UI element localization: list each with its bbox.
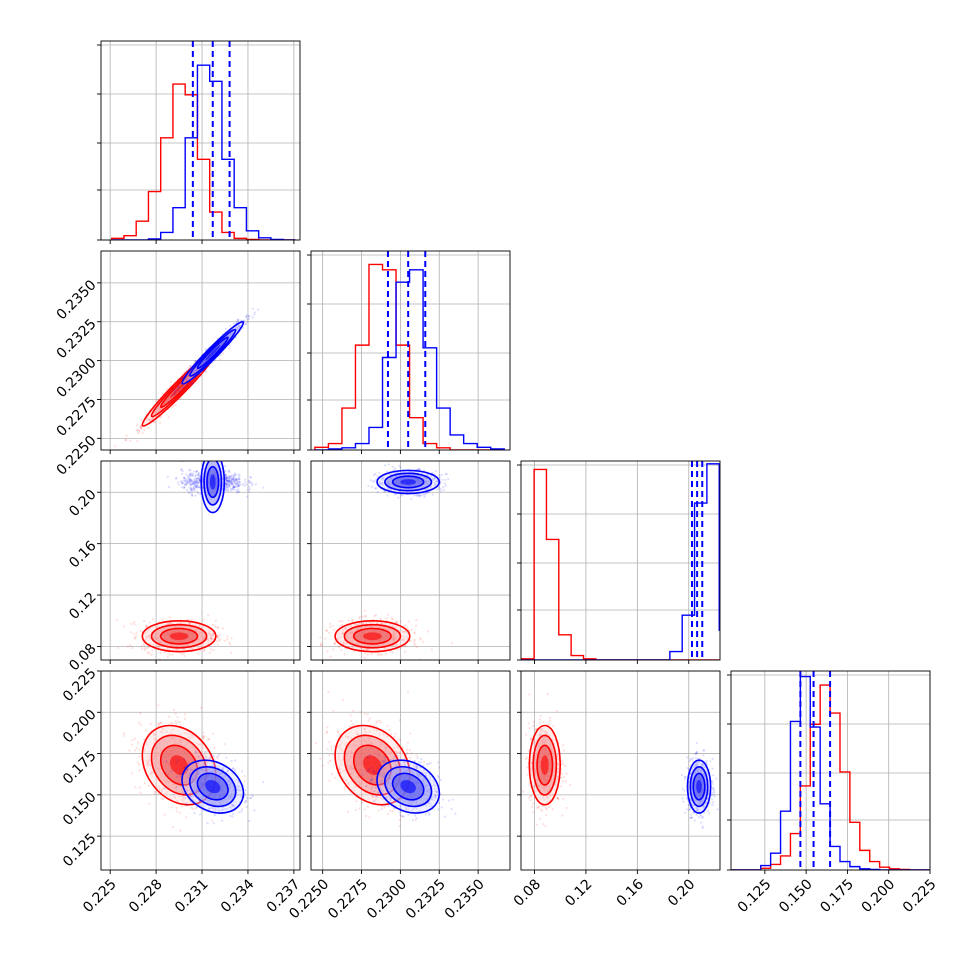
contour-line — [196, 336, 229, 370]
panel-frame — [520, 670, 721, 871]
y-tick-label: 0.08 — [66, 641, 99, 674]
density-fill — [169, 755, 189, 776]
panel-frame — [310, 460, 511, 661]
density-fill — [363, 755, 382, 776]
panel-p3-p0 — [97, 670, 301, 874]
y-tick-label: 0.2300 — [54, 355, 100, 401]
contour-line — [141, 619, 217, 653]
density-fill — [400, 779, 416, 794]
x-tick-label: 0.225 — [80, 876, 120, 916]
panel-frame — [100, 40, 301, 241]
density-fill — [209, 474, 216, 490]
histogram-red — [314, 263, 505, 450]
y-tick-label: 0.200 — [60, 707, 100, 747]
contour-line — [532, 734, 558, 796]
contour-line — [206, 465, 220, 499]
panel-p0-p0 — [97, 40, 301, 244]
panel-frame — [310, 670, 511, 871]
x-tick-label: 0.2325 — [403, 876, 449, 922]
contour-line — [188, 328, 237, 377]
panel-frame — [730, 670, 931, 871]
y-tick-label: 0.2325 — [54, 316, 100, 362]
panel-frame — [100, 460, 301, 661]
histogram-red — [521, 468, 720, 660]
contour-line — [188, 765, 237, 808]
contour-line — [200, 461, 226, 514]
contour-line — [343, 623, 402, 649]
y-tick-label: 0.2250 — [54, 433, 100, 479]
x-tick-label: 0.2350 — [442, 876, 488, 922]
x-tick-label: 0.16 — [614, 876, 647, 909]
panel-p2-p1 — [307, 460, 511, 664]
contour-line — [536, 744, 554, 786]
x-tick-label: 0.200 — [859, 876, 899, 916]
panel-p1-p1 — [307, 250, 511, 454]
x-tick-label: 0.20 — [665, 876, 698, 909]
density-fill — [205, 779, 221, 794]
contour-line — [384, 472, 433, 492]
x-tick-label: 0.231 — [172, 876, 212, 916]
panel-frame — [100, 250, 301, 451]
histogram-blue — [111, 64, 296, 240]
panel-p3-p1 — [307, 670, 511, 874]
x-tick-label: 0.08 — [511, 876, 544, 909]
y-tick-label: 0.16 — [66, 538, 99, 571]
contour-line — [686, 759, 712, 814]
x-tick-label: 0.2275 — [325, 876, 371, 922]
y-tick-label: 0.150 — [60, 789, 100, 829]
x-tick-label: 0.150 — [776, 876, 816, 916]
density-fill — [363, 632, 382, 641]
y-tick-label: 0.2350 — [54, 277, 100, 323]
contour-line — [203, 461, 223, 506]
x-tick-label: 0.175 — [817, 876, 857, 916]
x-tick-label: 0.2300 — [364, 876, 410, 922]
contour-line — [196, 772, 229, 801]
panel-frame — [520, 460, 721, 661]
histogram-blue — [314, 269, 505, 450]
panel-p3-p2 — [517, 670, 721, 874]
panel-p1-p0 — [97, 250, 301, 454]
contour-line — [689, 765, 709, 808]
density-fill — [169, 632, 189, 641]
contour-line — [334, 619, 411, 653]
density-fill — [400, 479, 416, 485]
contour-line — [391, 475, 425, 489]
contour-line — [159, 627, 199, 645]
x-tick-label: 0.228 — [126, 876, 166, 916]
contour-line — [181, 759, 245, 814]
contour-line — [692, 772, 706, 801]
density-fill — [696, 779, 702, 794]
y-tick-label: 0.125 — [60, 830, 100, 870]
panel-frame — [100, 670, 301, 871]
panel-p3-p3 — [727, 670, 931, 874]
panel-p2-p0 — [97, 460, 301, 664]
contour-line — [376, 759, 441, 814]
panel-p2-p2 — [517, 460, 721, 664]
x-tick-label: 0.234 — [218, 876, 258, 916]
density-fill — [540, 755, 549, 776]
y-tick-label: 0.20 — [66, 487, 99, 520]
panel-frame — [310, 250, 511, 451]
contour-line — [384, 765, 433, 808]
contour-line — [181, 320, 245, 385]
y-tick-label: 0.175 — [60, 748, 100, 788]
contour-line — [391, 772, 425, 801]
x-tick-label: 0.12 — [562, 876, 595, 909]
contour-line — [376, 469, 441, 495]
contour-line — [352, 627, 392, 645]
contour-line — [528, 724, 562, 806]
x-tick-label: 0.225 — [900, 876, 940, 916]
y-tick-label: 0.12 — [66, 589, 99, 622]
density-fill — [205, 345, 221, 361]
y-tick-label: 0.2275 — [54, 394, 100, 440]
histogram-blue — [521, 463, 720, 660]
contour-line — [150, 623, 208, 649]
histogram-red — [111, 83, 296, 240]
x-tick-label: 0.125 — [735, 876, 775, 916]
